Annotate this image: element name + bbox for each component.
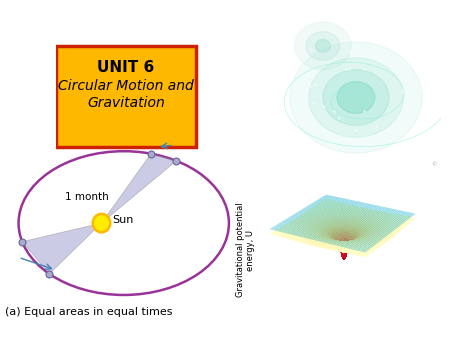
Point [360, 67, 368, 72]
Point [360, 28, 367, 34]
Point [291, 39, 298, 45]
Point [392, 138, 400, 143]
Point [259, 115, 266, 120]
Circle shape [323, 70, 389, 125]
Point [427, 119, 434, 124]
Circle shape [306, 31, 340, 60]
Circle shape [94, 216, 108, 230]
Text: 1: 1 [389, 284, 398, 298]
Point [264, 141, 271, 146]
Point [275, 158, 282, 163]
Circle shape [315, 40, 330, 52]
Text: (a) Equal areas in equal times: (a) Equal areas in equal times [5, 307, 172, 317]
Point [281, 120, 288, 125]
Point [418, 31, 426, 36]
Point [265, 48, 272, 53]
Point [286, 151, 293, 156]
Point [414, 40, 421, 46]
Point [261, 28, 269, 33]
FancyBboxPatch shape [56, 46, 196, 147]
Point [270, 98, 278, 103]
Point [423, 78, 431, 83]
Point [394, 113, 401, 119]
Point [320, 104, 328, 109]
Text: Sun: Sun [112, 215, 134, 225]
Text: Circular Motion and: Circular Motion and [58, 79, 194, 93]
Point [372, 125, 379, 130]
Point [376, 159, 383, 164]
Text: UNIT 6: UNIT 6 [97, 61, 155, 75]
Point [385, 37, 392, 43]
Point [288, 134, 296, 140]
Text: Gravitation: Gravitation [87, 96, 165, 110]
Polygon shape [22, 223, 102, 274]
Point [351, 128, 359, 133]
Point [306, 113, 313, 118]
Point [346, 66, 353, 72]
Point [300, 25, 307, 31]
Point [416, 86, 423, 91]
Point [308, 83, 315, 89]
Circle shape [294, 22, 351, 70]
Point [309, 100, 316, 106]
Point [289, 52, 296, 57]
Text: 1 month: 1 month [65, 192, 108, 201]
Point [363, 32, 370, 38]
Point [347, 151, 355, 156]
Point [261, 91, 269, 96]
Point [346, 48, 354, 54]
Point [308, 46, 315, 51]
Point [331, 108, 338, 114]
Circle shape [309, 58, 403, 137]
Circle shape [337, 82, 375, 114]
Circle shape [290, 42, 422, 153]
Point [380, 14, 387, 19]
Point [422, 22, 429, 27]
Point [360, 108, 368, 114]
Point [257, 46, 264, 51]
Text: Gravitational potential
energy, U: Gravitational potential energy, U [236, 203, 255, 297]
Point [362, 144, 369, 150]
Point [342, 66, 349, 72]
Point [409, 41, 416, 47]
Point [424, 121, 431, 127]
Point [281, 80, 288, 86]
Point [427, 46, 434, 51]
Point [319, 153, 326, 158]
Point [311, 81, 319, 86]
Point [398, 88, 405, 93]
Point [269, 41, 276, 46]
Point [335, 115, 342, 121]
Circle shape [92, 213, 111, 233]
Point [278, 68, 285, 74]
Point [332, 146, 339, 151]
Point [427, 132, 434, 138]
Point [284, 55, 291, 60]
Text: ©: © [432, 163, 437, 167]
Point [306, 145, 313, 150]
Point [286, 56, 293, 61]
Point [361, 151, 368, 156]
Point [403, 162, 410, 167]
Polygon shape [102, 154, 176, 223]
Point [286, 52, 293, 58]
